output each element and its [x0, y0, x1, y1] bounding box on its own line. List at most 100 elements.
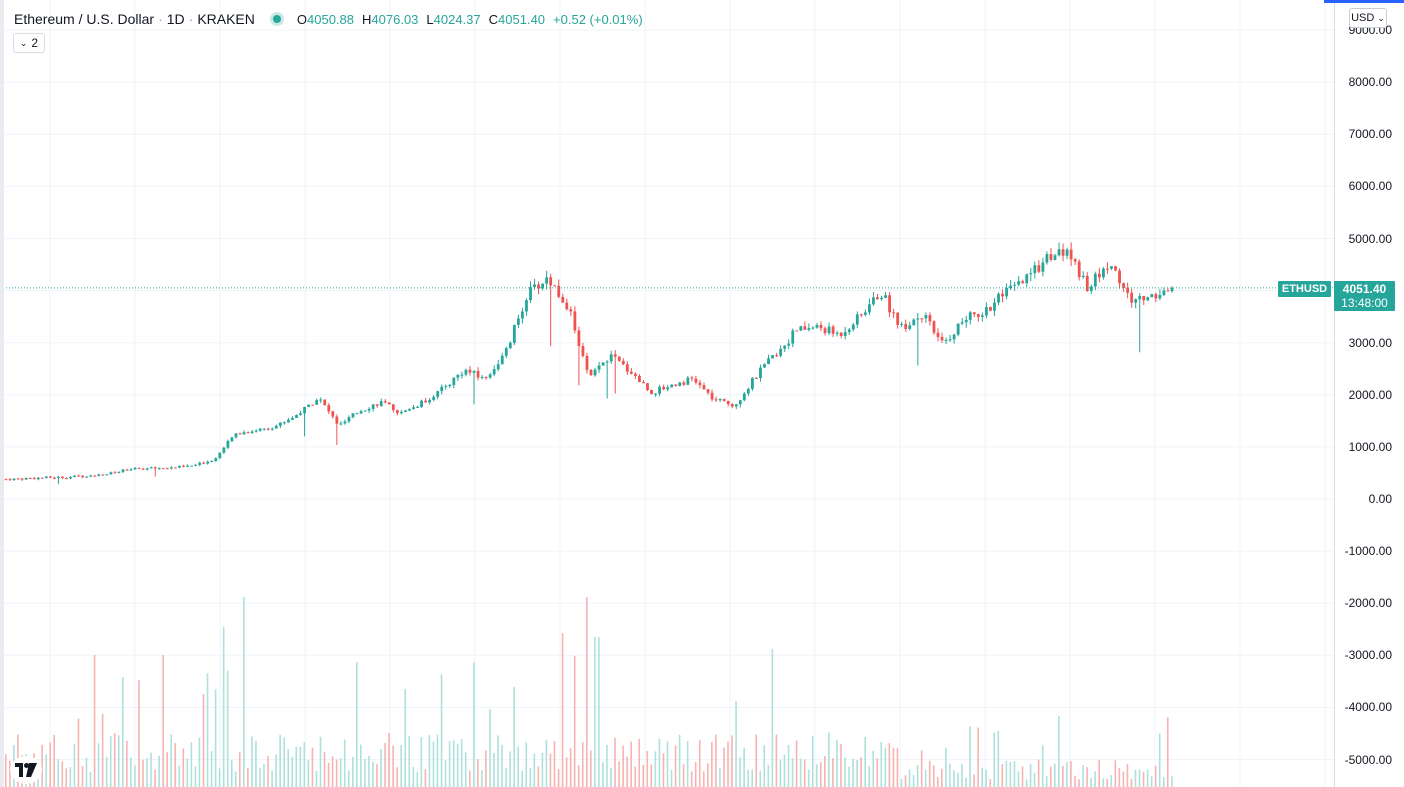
volume-bar: [53, 734, 56, 787]
candle-body: [85, 476, 89, 478]
candle-body: [20, 478, 24, 480]
candle-body: [646, 383, 649, 391]
volume-bar: [452, 740, 455, 787]
candle-body: [952, 334, 956, 340]
volume-bar: [892, 747, 895, 787]
candle-body: [218, 452, 222, 459]
candle-body: [472, 370, 476, 373]
volume-bar: [351, 756, 354, 787]
candle-body: [960, 322, 964, 324]
volume-bar: [311, 747, 314, 787]
currency-label: USD: [1351, 12, 1375, 24]
volume-bar: [1146, 769, 1149, 787]
volume-bar: [61, 761, 64, 787]
candle-body: [872, 297, 875, 305]
tradingview-logo-icon[interactable]: [10, 756, 42, 784]
candle-body: [533, 284, 536, 288]
candle-body: [767, 358, 770, 365]
volume-bar: [190, 742, 193, 787]
volume-bar: [533, 753, 536, 787]
volume-bar: [251, 736, 253, 787]
candle-body: [93, 475, 97, 477]
volume-bar: [255, 740, 257, 787]
volume-bar: [1013, 760, 1016, 787]
volume-bar: [420, 737, 423, 787]
volume-bar: [807, 769, 810, 787]
price-tick-label: 2000.00: [1348, 387, 1392, 402]
candle-body: [291, 417, 294, 420]
currency-select[interactable]: USD ⌄: [1349, 8, 1387, 28]
volume-bar: [69, 766, 72, 787]
candle-body: [424, 400, 427, 403]
candle-body: [1077, 261, 1081, 278]
volume-bar: [206, 673, 209, 787]
candle-body: [617, 356, 621, 361]
candle-body: [1065, 249, 1069, 256]
candle-body: [145, 468, 149, 470]
volume-bar: [218, 768, 221, 787]
candle-body: [1102, 268, 1105, 278]
candle-body: [795, 330, 799, 332]
candle-body: [936, 332, 940, 337]
volume-bar: [581, 742, 584, 787]
volume-bar: [787, 745, 790, 787]
chart-pane[interactable]: [0, 0, 1334, 787]
price-axis[interactable]: 9000.008000.007000.006000.005000.004000.…: [1334, 0, 1404, 787]
candle-body: [585, 355, 589, 370]
volume-bar: [1021, 766, 1024, 787]
close-label: C: [488, 11, 499, 27]
volume-bar: [844, 757, 846, 787]
candle-body: [153, 467, 157, 469]
open-value: 4050.88: [307, 11, 355, 27]
candle-body: [1021, 281, 1025, 284]
candle-body: [315, 400, 319, 405]
volume-bar: [1082, 765, 1084, 787]
volume-bar: [327, 762, 330, 787]
volume-bar: [142, 759, 144, 787]
candle-body: [387, 402, 391, 405]
volume-bar: [283, 737, 285, 787]
volume-bar: [1090, 777, 1092, 787]
volume-bar: [666, 741, 669, 787]
volume-bar: [961, 764, 963, 787]
symbol-name[interactable]: Ethereum / U.S. Dollar: [14, 11, 155, 27]
volume-bar: [404, 688, 407, 787]
candle-body: [404, 410, 407, 412]
volume-bar: [109, 736, 112, 787]
candle-body: [662, 386, 666, 390]
candle-body: [989, 307, 992, 311]
symbol-price-label: ETHUSD: [1278, 281, 1331, 297]
exchange-label: KRAKEN: [197, 11, 255, 27]
price-tick-label: 8000.00: [1348, 75, 1392, 90]
volume-bar: [860, 757, 862, 787]
volume-bar: [557, 769, 560, 787]
candle-body: [1097, 273, 1101, 278]
volume-bar: [916, 764, 919, 787]
candle-body: [629, 371, 633, 374]
candle-body: [654, 393, 657, 395]
candle-body: [589, 369, 593, 376]
candle-body: [274, 425, 278, 429]
candle-body: [61, 476, 64, 478]
volume-bar: [876, 758, 879, 787]
candle-body: [222, 447, 226, 453]
candle-body: [730, 403, 734, 407]
volume-bar: [73, 743, 76, 787]
price-chart[interactable]: [0, 0, 1334, 787]
bar-countdown: 13:48:00: [1341, 296, 1388, 310]
candle-body: [956, 323, 960, 335]
candle-body: [16, 478, 20, 480]
candle-body: [327, 405, 331, 412]
candle-body: [924, 315, 928, 319]
collapse-indicators-button[interactable]: ⌄ 2: [13, 33, 45, 53]
candle-body: [537, 284, 540, 289]
volume-bar: [686, 741, 689, 787]
volume-bar: [497, 735, 499, 787]
candle-body: [803, 326, 807, 330]
candle-body: [408, 408, 411, 411]
volume-bar: [444, 760, 447, 787]
candle-body: [1114, 266, 1117, 271]
volume-bar: [388, 732, 390, 787]
candle-body: [1057, 249, 1061, 256]
interval-label[interactable]: 1D: [166, 11, 185, 27]
